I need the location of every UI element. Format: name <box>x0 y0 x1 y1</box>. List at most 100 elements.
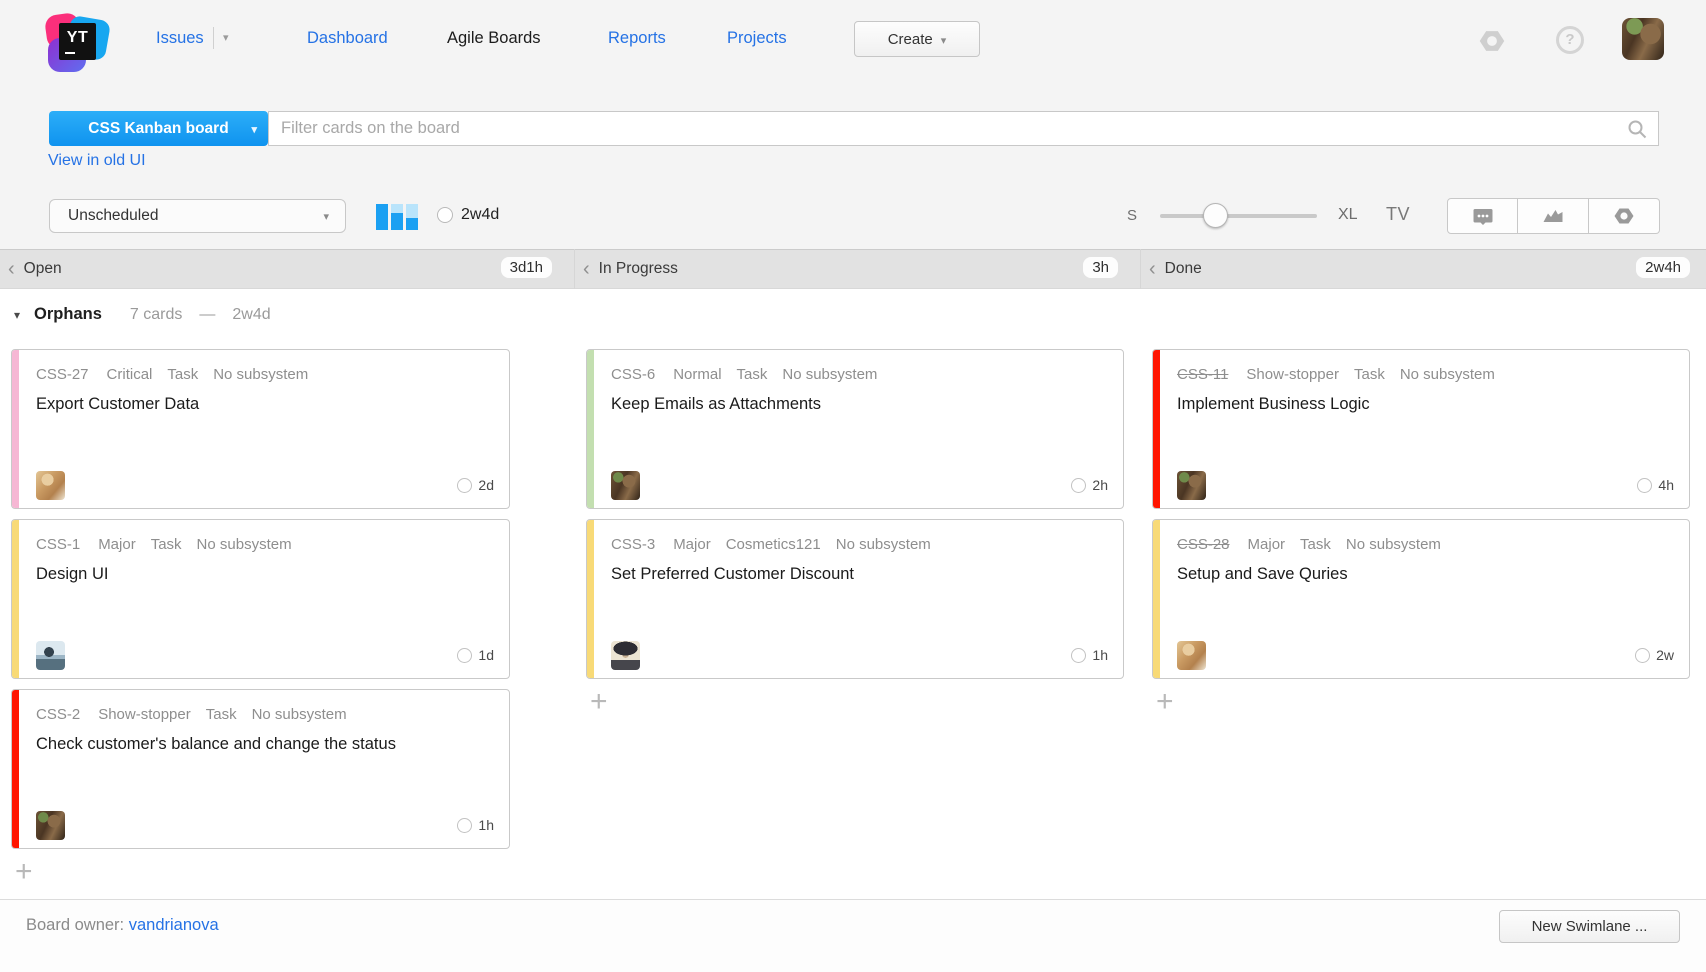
nav-agile-boards[interactable]: Agile Boards <box>447 29 541 47</box>
burndown-chart-button[interactable] <box>1518 198 1589 234</box>
priority-stripe <box>12 690 19 848</box>
issue-subsystem: No subsystem <box>782 366 878 383</box>
estimate-circle-icon <box>457 477 473 493</box>
priority-stripe <box>587 520 594 678</box>
issue-card[interactable]: CSS-27 Critical Task No subsystem Export… <box>11 349 510 509</box>
issue-subsystem: No subsystem <box>196 536 292 553</box>
assignee-avatar <box>36 810 65 840</box>
card-size-slider-handle[interactable] <box>1203 203 1228 228</box>
column-open: CSS-27 Critical Task No subsystem Export… <box>11 349 510 888</box>
youtrack-logo[interactable]: YT <box>43 11 112 72</box>
issue-id: CSS-1 <box>36 536 81 553</box>
board-owner: Board owner: vandrianova <box>26 916 219 934</box>
estimate: 2h <box>1071 477 1108 493</box>
issue-card[interactable]: CSS-1 Major Task No subsystem Design UI … <box>11 519 510 679</box>
board-selector-button[interactable]: CSS Kanban board ▾ <box>49 111 268 146</box>
filter-input[interactable] <box>268 111 1659 146</box>
settings-gear-icon[interactable] <box>1478 27 1506 55</box>
search-icon[interactable] <box>1627 119 1647 139</box>
board-tools-group <box>1447 198 1660 234</box>
collapse-column-icon[interactable]: ‹ <box>8 258 15 280</box>
issue-id: CSS-28 <box>1177 536 1230 553</box>
board-settings-button[interactable] <box>1589 198 1660 234</box>
estimate-circle-icon <box>457 647 473 663</box>
swimlane-card-count: 7 cards <box>129 305 183 323</box>
issue-subsystem: No subsystem <box>1399 366 1495 383</box>
column-name: Done <box>1164 260 1202 277</box>
card-size-slider[interactable] <box>1160 214 1317 218</box>
swimlane-collapse-icon[interactable]: ▾ <box>14 307 21 322</box>
sprint-selector[interactable]: Unscheduled ▾ <box>49 199 346 233</box>
nav-issues[interactable]: Issues <box>156 29 204 47</box>
backlog-tray-button[interactable] <box>1447 198 1518 234</box>
issue-card[interactable]: CSS-28 Major Task No subsystem Setup and… <box>1152 519 1690 679</box>
add-card-button[interactable]: + <box>1156 685 1174 718</box>
collapse-column-icon[interactable]: ‹ <box>583 258 590 280</box>
assignee-avatar <box>36 470 65 500</box>
estimate-circle-icon <box>1637 477 1653 493</box>
tv-mode-button[interactable]: TV <box>1386 204 1411 224</box>
issue-title: Set Preferred Customer Discount <box>611 565 855 583</box>
column-name: Open <box>23 260 62 277</box>
card-size-large-label: XL <box>1338 206 1358 223</box>
issue-priority: Critical <box>106 366 153 383</box>
swimlane-dash: — <box>199 305 216 323</box>
estimate: 4h <box>1637 477 1674 493</box>
column-header-in-progress[interactable]: ‹ In Progress 3h <box>583 250 1134 288</box>
issue-priority: Major <box>673 536 711 553</box>
priority-stripe <box>12 350 19 508</box>
board-owner-link[interactable]: vandrianova <box>128 916 219 934</box>
estimate: 1d <box>457 647 494 663</box>
card-size-small-label: S <box>1127 207 1138 224</box>
issue-subsystem: No subsystem <box>213 366 309 383</box>
page-footer: Board owner: vandrianova New Swimlane ..… <box>0 899 1706 972</box>
nav-projects[interactable]: Projects <box>727 29 787 47</box>
column-total-badge: 3h <box>1083 257 1118 278</box>
issue-card[interactable]: CSS-2 Show-stopper Task No subsystem Che… <box>11 689 510 849</box>
issue-id: CSS-2 <box>36 706 81 723</box>
create-button[interactable]: Create ▾ <box>854 21 980 57</box>
user-avatar[interactable] <box>1622 18 1664 60</box>
estimate-circle-icon <box>1635 647 1651 663</box>
issue-type: Task <box>150 536 182 553</box>
priority-stripe <box>12 520 19 678</box>
estimate-circle-icon <box>1071 477 1087 493</box>
column-header-done[interactable]: ‹ Done 2w4h <box>1149 250 1706 288</box>
add-card-button[interactable]: + <box>590 685 608 718</box>
board-chart-icon[interactable] <box>376 203 418 230</box>
estimate: 2d <box>457 477 494 493</box>
board-estimate-radio[interactable] <box>437 207 453 223</box>
column-header-open[interactable]: ‹ Open 3d1h <box>8 250 568 288</box>
add-card-button[interactable]: + <box>15 855 33 888</box>
issue-card[interactable]: CSS-3 Major Cosmetics121 No subsystem Se… <box>586 519 1124 679</box>
issue-title: Design UI <box>36 565 109 583</box>
issues-dropdown-caret-icon[interactable]: ▾ <box>223 32 229 44</box>
column-in-progress: CSS-6 Normal Task No subsystem Keep Emai… <box>586 349 1124 718</box>
collapse-column-icon[interactable]: ‹ <box>1149 258 1156 280</box>
swimlane-header: ▾ Orphans 7 cards — 2w4d <box>14 305 288 324</box>
nav-dashboard[interactable]: Dashboard <box>307 29 388 47</box>
board-estimate-toggle: 2w4d <box>437 206 499 224</box>
nav-reports[interactable]: Reports <box>608 29 666 47</box>
assignee-avatar <box>611 640 640 670</box>
create-caret-icon: ▾ <box>940 34 947 47</box>
column-total-badge: 2w4h <box>1636 257 1690 278</box>
assignee-avatar <box>611 470 640 500</box>
help-icon[interactable]: ? <box>1556 26 1584 54</box>
issue-id: CSS-6 <box>611 366 656 383</box>
issue-card[interactable]: CSS-11 Show-stopper Task No subsystem Im… <box>1152 349 1690 509</box>
issue-type: Task <box>167 366 199 383</box>
issue-type: Task <box>1300 536 1331 553</box>
assignee-avatar <box>36 640 65 670</box>
sprint-caret-icon: ▾ <box>323 211 329 223</box>
issue-priority: Show-stopper <box>98 706 191 723</box>
nav-separator <box>213 27 214 49</box>
column-name: In Progress <box>598 260 678 277</box>
issue-subsystem: No subsystem <box>835 536 931 553</box>
issue-card[interactable]: CSS-6 Normal Task No subsystem Keep Emai… <box>586 349 1124 509</box>
issue-title: Implement Business Logic <box>1177 395 1370 413</box>
new-swimlane-button[interactable]: New Swimlane ... <box>1499 910 1680 943</box>
board-selector-caret-icon: ▾ <box>251 124 257 136</box>
column-done: CSS-11 Show-stopper Task No subsystem Im… <box>1152 349 1690 718</box>
view-old-ui-link[interactable]: View in old UI <box>48 152 146 169</box>
